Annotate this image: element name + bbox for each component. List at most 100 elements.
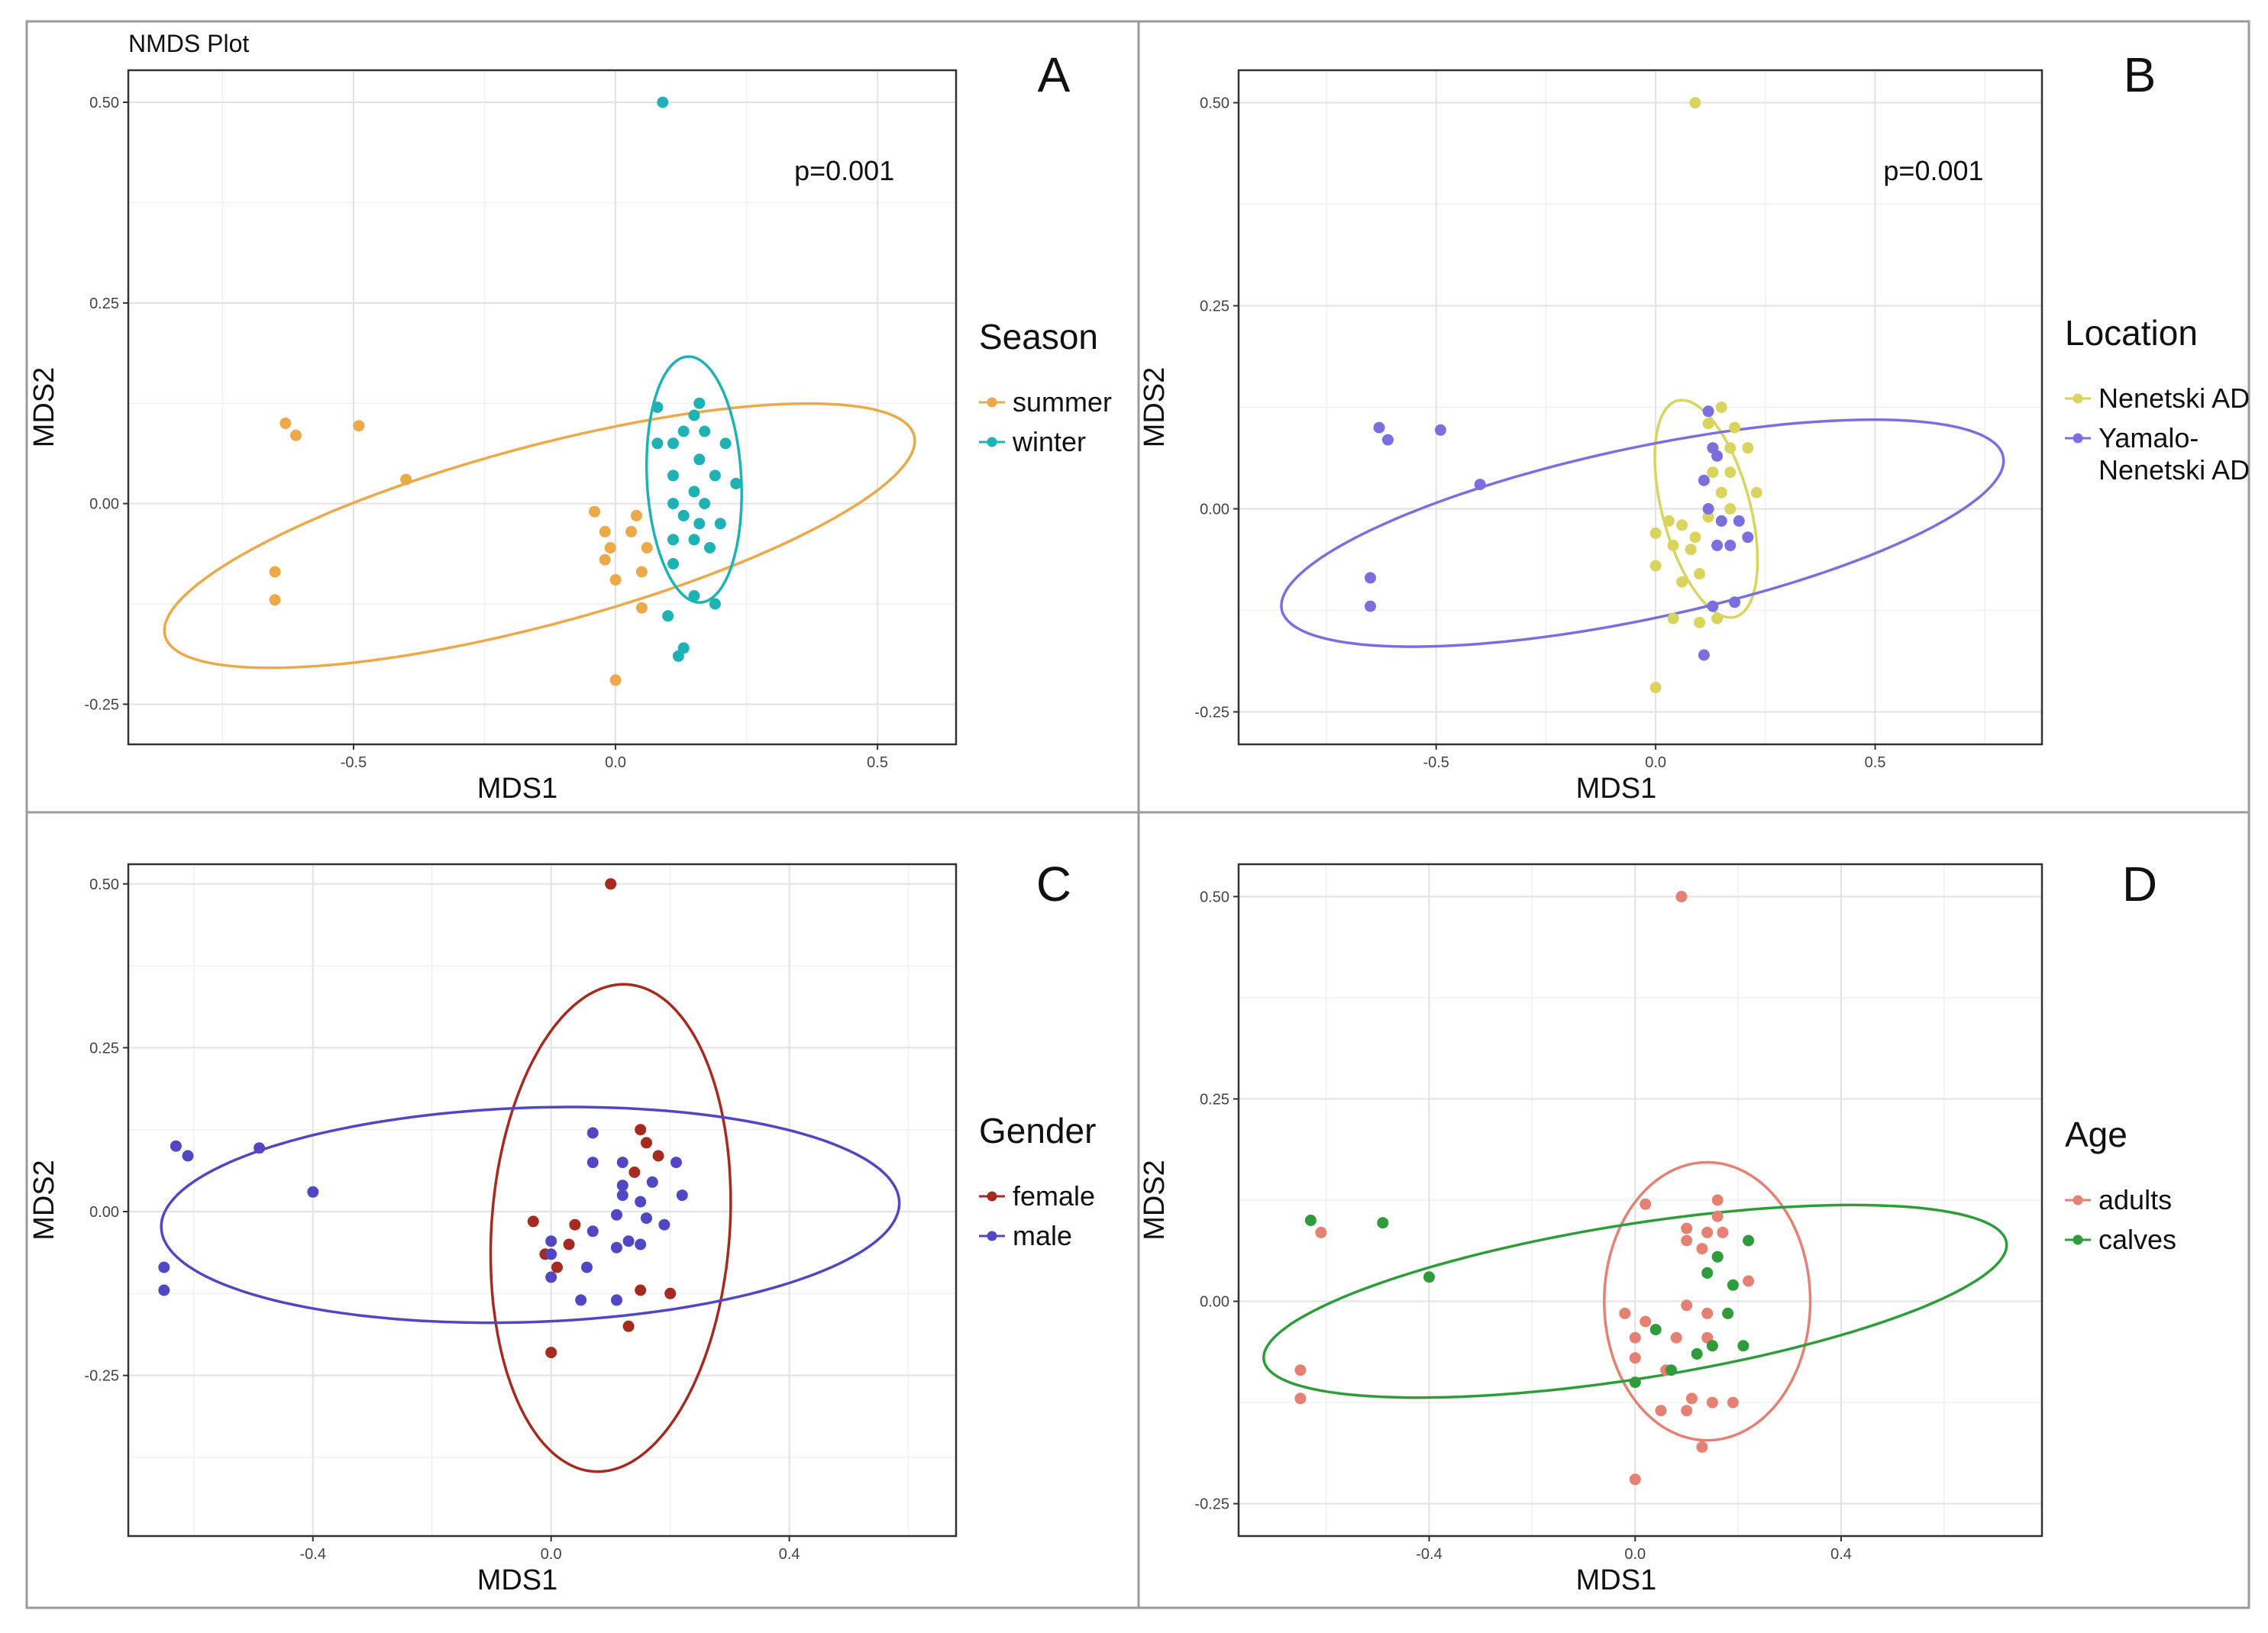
panels: -0.5 0.0 0.5 -0.25 0.00 0.25 0.50 MDS1 MDS2 Ap=0.… xyxy=(28,47,2250,1596)
y-tick-label: -0.25 xyxy=(1194,1496,1229,1513)
y-tick-label: -0.25 xyxy=(1194,704,1229,721)
x-tick-label: 0.0 xyxy=(605,754,626,771)
data-point xyxy=(170,1140,182,1152)
data-point xyxy=(635,1238,647,1251)
data-point xyxy=(605,878,617,890)
data-point xyxy=(545,1347,557,1359)
data-point xyxy=(586,1127,599,1139)
data-point xyxy=(667,558,679,570)
data-point xyxy=(635,1124,647,1136)
data-point xyxy=(611,1241,622,1254)
data-point xyxy=(1702,405,1714,418)
series-winter xyxy=(651,96,742,662)
data-point xyxy=(1685,544,1697,556)
data-point xyxy=(609,574,622,586)
plot-frame xyxy=(127,863,958,1538)
series-calves xyxy=(1304,1215,1755,1389)
data-point xyxy=(1706,1396,1718,1409)
legend-label: Nenetski AD xyxy=(2098,454,2250,486)
data-point xyxy=(699,498,711,510)
data-point xyxy=(1694,568,1706,580)
data-point xyxy=(1742,442,1754,454)
legend-title: Season xyxy=(979,317,1098,357)
y-tick-label: 0.00 xyxy=(89,1204,119,1221)
data-point xyxy=(635,602,648,614)
data-point xyxy=(662,610,674,622)
data-point xyxy=(1702,503,1714,515)
series-summer xyxy=(269,418,653,686)
legend-key-dot xyxy=(2073,1195,2083,1205)
data-point xyxy=(1701,1267,1714,1279)
data-point xyxy=(1711,1210,1724,1222)
data-point xyxy=(1696,1441,1708,1453)
ellipse-summer xyxy=(163,402,916,670)
data-point xyxy=(1691,1347,1703,1360)
data-point xyxy=(1675,890,1688,902)
data-point xyxy=(1649,527,1662,539)
data-point xyxy=(1294,1364,1307,1376)
data-point xyxy=(693,518,706,530)
data-point xyxy=(1727,1396,1739,1409)
data-point xyxy=(586,1225,599,1238)
data-point xyxy=(1619,1307,1631,1319)
y-tick-label: 0.25 xyxy=(1200,299,1229,315)
legend-item: adults xyxy=(2065,1184,2172,1215)
data-point xyxy=(714,518,726,530)
data-point xyxy=(672,650,684,662)
legend-item: summer xyxy=(979,386,1112,418)
data-point xyxy=(1629,1352,1641,1364)
data-point xyxy=(158,1261,170,1273)
data-point xyxy=(677,425,690,437)
legend-label: summer xyxy=(1013,386,1112,418)
data-point xyxy=(1727,1279,1739,1291)
data-point xyxy=(1681,1299,1693,1312)
data-point xyxy=(1304,1215,1317,1226)
panel-letter: B xyxy=(2124,47,2157,102)
data-point xyxy=(1743,1275,1755,1287)
data-point xyxy=(1662,515,1675,527)
data-point xyxy=(1685,1393,1698,1405)
data-point xyxy=(1702,418,1714,430)
data-point xyxy=(1724,442,1737,454)
data-point xyxy=(688,590,700,602)
legend-label: adults xyxy=(2098,1184,2172,1215)
data-point xyxy=(1681,1234,1693,1247)
x-tick-label: 0.0 xyxy=(541,1546,562,1563)
panel-letter: C xyxy=(1036,857,1071,912)
data-point xyxy=(1365,572,1376,584)
data-point xyxy=(719,437,732,450)
data-point xyxy=(527,1215,539,1228)
data-point xyxy=(1649,1324,1662,1336)
legend-key-dot xyxy=(2073,433,2083,444)
data-point xyxy=(545,1235,557,1247)
x-tick-label: 0.4 xyxy=(779,1546,800,1563)
data-point xyxy=(1694,616,1706,628)
y-tick-label: 0.50 xyxy=(89,95,119,111)
panel-c: -0.4 0.0 0.4 -0.25 0.00 0.25 0.50 MDS1 MDS2 C Gend… xyxy=(28,857,1096,1596)
data-point xyxy=(1365,600,1376,612)
data-point xyxy=(611,1294,622,1306)
legend-label: male xyxy=(1013,1220,1072,1251)
y-axis-title: MDS2 xyxy=(28,367,60,448)
data-point xyxy=(599,553,611,566)
plot-frame xyxy=(127,69,958,746)
data-point xyxy=(1681,1222,1693,1234)
data-point xyxy=(688,409,700,421)
data-point xyxy=(616,1189,628,1202)
y-tick-label: 0.25 xyxy=(89,1040,119,1057)
p-value-annotation: p=0.001 xyxy=(1883,155,1983,186)
y-tick-label: 0.25 xyxy=(1200,1091,1229,1108)
legend-label: Nenetski AD xyxy=(2098,382,2250,414)
data-point xyxy=(664,1287,677,1299)
data-point xyxy=(1715,515,1727,527)
legend-item: Yamalo-Nenetski AD xyxy=(2065,422,2250,486)
data-point xyxy=(641,1212,652,1225)
data-point xyxy=(254,1142,266,1154)
data-point xyxy=(575,1294,587,1306)
data-point xyxy=(1649,560,1662,572)
y-tick-label: 0.25 xyxy=(89,295,119,312)
legend-title: Age xyxy=(2065,1115,2127,1154)
legend-title: Location xyxy=(2065,313,2198,353)
x-tick-label: 0.5 xyxy=(867,754,888,771)
data-point xyxy=(622,1235,635,1247)
